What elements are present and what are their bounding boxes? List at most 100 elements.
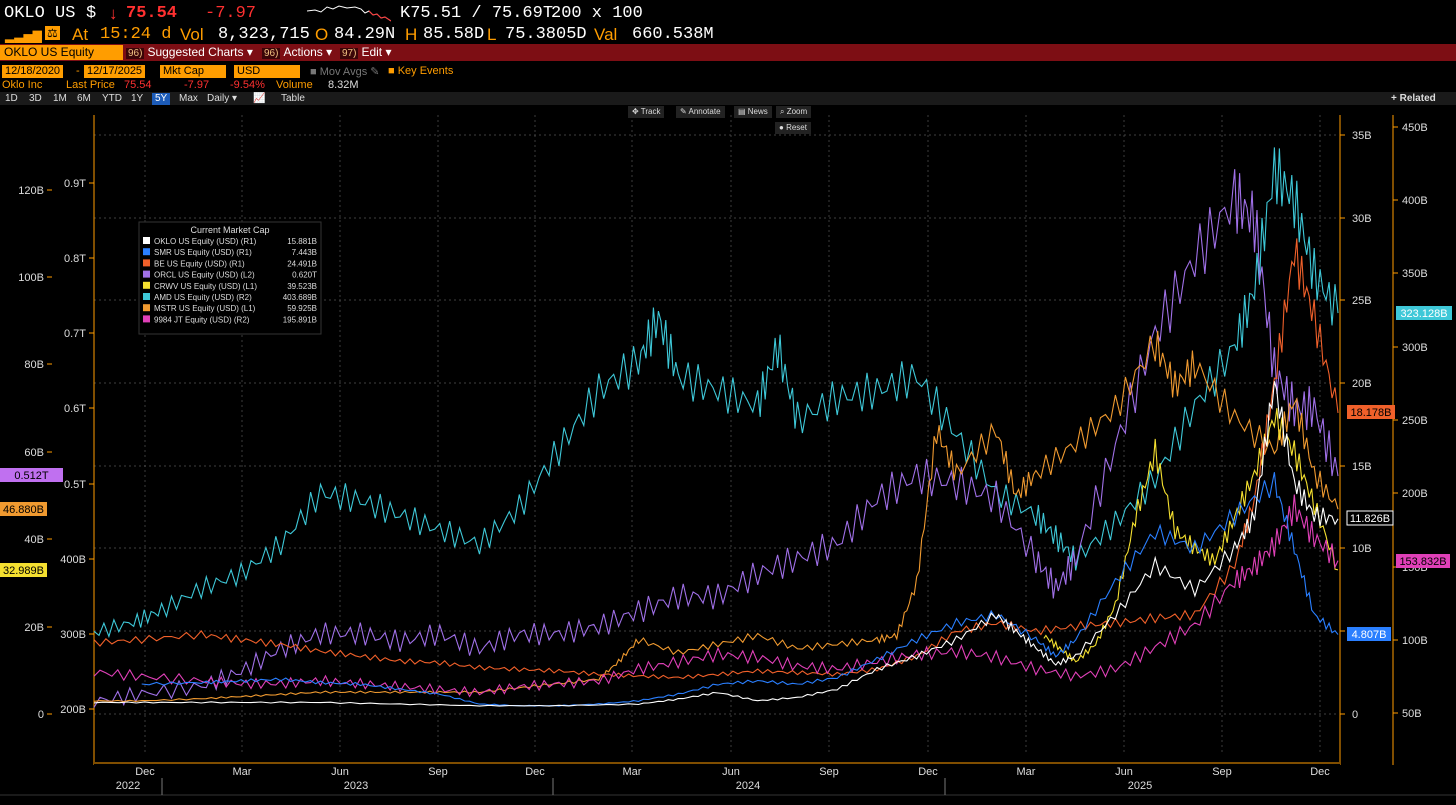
start-date-field[interactable]: 12/18/2020 xyxy=(2,65,64,78)
x-year-label: 2022 xyxy=(116,780,140,792)
legend-box xyxy=(138,221,322,335)
menu-bar: OKLO US Equity 96) Suggested Charts ▾ 96)… xyxy=(0,44,1456,61)
legend-entry: 9984 JT Equity (USD) (R2) xyxy=(154,315,250,324)
period-6m[interactable]: 6M xyxy=(77,93,91,104)
end-label-box xyxy=(0,468,63,482)
low-price: 75.3805D xyxy=(505,25,587,44)
series-line-orcl xyxy=(93,169,1339,708)
bid-ask: K75.51 / 75.69T xyxy=(400,4,554,23)
quote-time: 15:24 d xyxy=(100,25,172,44)
zoom-button[interactable]: ⌕ Zoom xyxy=(776,106,812,118)
chart-controls: 12/18/2020 - 12/17/2025 Mkt Cap USD ■ Mo… xyxy=(0,63,1456,79)
y-tick-label-R2: 300B xyxy=(1402,342,1428,354)
series-line-amd xyxy=(93,147,1339,639)
mov-avgs-checkbox[interactable]: ■ Mov Avgs ✎ xyxy=(310,66,380,78)
legend-value: 403.689B xyxy=(283,293,317,302)
y-tick-label-L1: 100B xyxy=(18,272,44,284)
price-change: -7.97 xyxy=(205,4,257,23)
period-1m[interactable]: 1M xyxy=(53,93,67,104)
security-field[interactable]: OKLO US Equity xyxy=(0,45,123,60)
y-tick-label-L2: 200B xyxy=(60,704,86,716)
track-button[interactable]: ✥ Track xyxy=(628,106,665,118)
period-1y[interactable]: 1Y xyxy=(131,93,144,104)
legend-swatch xyxy=(143,281,150,289)
x-month-label: Jun xyxy=(331,766,349,778)
y-tick-label-R2: 450B xyxy=(1402,122,1428,134)
end-label: 4.807B xyxy=(1352,629,1387,641)
y-tick-label-R1: 20B xyxy=(1352,378,1372,390)
legend-entry: ORCL US Equity (USD) (L2) xyxy=(154,271,255,280)
y-tick-label-R1: 35B xyxy=(1352,130,1372,142)
period-max[interactable]: Max xyxy=(179,93,198,104)
actions-menu[interactable]: 96) Actions ▾ xyxy=(262,45,333,59)
y-tick-label-R2: 50B xyxy=(1402,708,1422,720)
x-month-label: Mar xyxy=(1017,766,1036,778)
open-label: O xyxy=(315,25,329,44)
high-label: H xyxy=(405,25,418,44)
balance-icon: ⚖ xyxy=(45,26,60,40)
low-label: L xyxy=(487,25,497,44)
period-1d[interactable]: 1D xyxy=(5,93,18,104)
quote-bar: OKLO US $ ↓ 75.54 -7.97 K75.51 / 75.69T … xyxy=(0,0,1456,44)
y-tick-label-R2: 250B xyxy=(1402,415,1428,427)
period-3d[interactable]: 3D xyxy=(29,93,42,104)
period-5y[interactable]: 5Y xyxy=(152,93,171,105)
legend-value: 15.881B xyxy=(287,237,317,246)
table-button[interactable]: Table xyxy=(281,93,305,104)
legend-swatch xyxy=(143,237,150,244)
x-month-label: Mar xyxy=(233,766,252,778)
legend-value: 0.620T xyxy=(292,271,317,280)
related-data-button[interactable]: + Related Data xyxy=(1391,93,1436,116)
last-price-label: Last Price xyxy=(66,79,115,91)
end-label: 11.826B xyxy=(1350,513,1390,525)
end-date-field[interactable]: 12/17/2025 xyxy=(84,65,146,78)
currency-select[interactable]: USD xyxy=(234,65,300,78)
period-bar: 1D 3D 1M 6M YTD 1Y 5Y Max Daily ▾ 📈 Tabl… xyxy=(0,92,1456,116)
y-tick-label-L1: 40B xyxy=(24,534,44,546)
end-label: 18.178B xyxy=(1351,407,1392,419)
x-month-label: Dec xyxy=(525,766,545,778)
info-change: -7.97 xyxy=(184,79,210,91)
y-tick-label-R1: 10B xyxy=(1352,543,1372,555)
info-volume: 8.32M xyxy=(328,79,359,91)
reset-button[interactable]: ● Reset xyxy=(775,122,811,134)
ticker[interactable]: OKLO US xyxy=(4,4,76,23)
last-price: 75.54 xyxy=(126,4,178,23)
y-tick-label-L2: 0.7T xyxy=(64,328,86,340)
news-button[interactable]: ▤ News xyxy=(734,106,772,118)
y-tick-label-R1: 15B xyxy=(1352,461,1372,473)
chart-type-icon[interactable]: 📈 xyxy=(253,93,266,104)
series-line-oklo xyxy=(93,381,1339,707)
y-tick-label-L2: 0.8T xyxy=(64,253,86,265)
x-month-label: Dec xyxy=(135,766,155,778)
y-tick-label-R1: 25B xyxy=(1352,295,1372,307)
legend-swatch xyxy=(143,304,150,312)
info-pct-change: -9.54% xyxy=(230,79,265,91)
series-line-smr xyxy=(141,472,1339,707)
end-label: 0.512T xyxy=(14,470,49,482)
period-ytd[interactable]: YTD xyxy=(102,93,122,104)
market-cap-chart[interactable]: 0 20B 40B 60B 80B 100B 120B 200B 300B 400B 0.5T 0.6… xyxy=(0,105,1456,805)
suggested-charts-menu[interactable]: 96) Suggested Charts ▾ xyxy=(126,45,253,59)
y-tick-label-L2: 0.9T xyxy=(64,178,86,190)
info-last-price: 75.54 xyxy=(124,79,152,91)
legend-title: Current Market Cap xyxy=(190,225,269,235)
field-select[interactable]: Mkt Cap xyxy=(160,65,226,78)
end-label-box xyxy=(1346,510,1394,526)
end-label-box xyxy=(1396,306,1452,320)
frequency-select[interactable]: Daily ▾ xyxy=(207,93,238,104)
legend-swatch xyxy=(143,248,150,256)
y-tick-label-L1: 80B xyxy=(24,359,44,371)
legend-swatch xyxy=(143,315,150,323)
legend-entry: BE US Equity (USD) (R1) xyxy=(154,259,245,268)
x-axis-band xyxy=(94,762,1340,805)
at-label: At xyxy=(72,25,89,44)
info-line: Oklo Inc Last Price 75.54 -7.97 -9.54% V… xyxy=(0,79,1456,91)
open-price: 84.29N xyxy=(334,25,396,44)
end-label: 46.880B xyxy=(3,504,44,516)
end-label-box xyxy=(0,502,47,516)
legend-entry: AMD US Equity (USD) (R2) xyxy=(154,293,252,302)
annotate-button[interactable]: ✎ Annotate xyxy=(676,106,725,118)
key-events-checkbox[interactable]: ■ Key Events xyxy=(388,65,454,77)
edit-menu[interactable]: 97) Edit ▾ xyxy=(340,45,392,59)
